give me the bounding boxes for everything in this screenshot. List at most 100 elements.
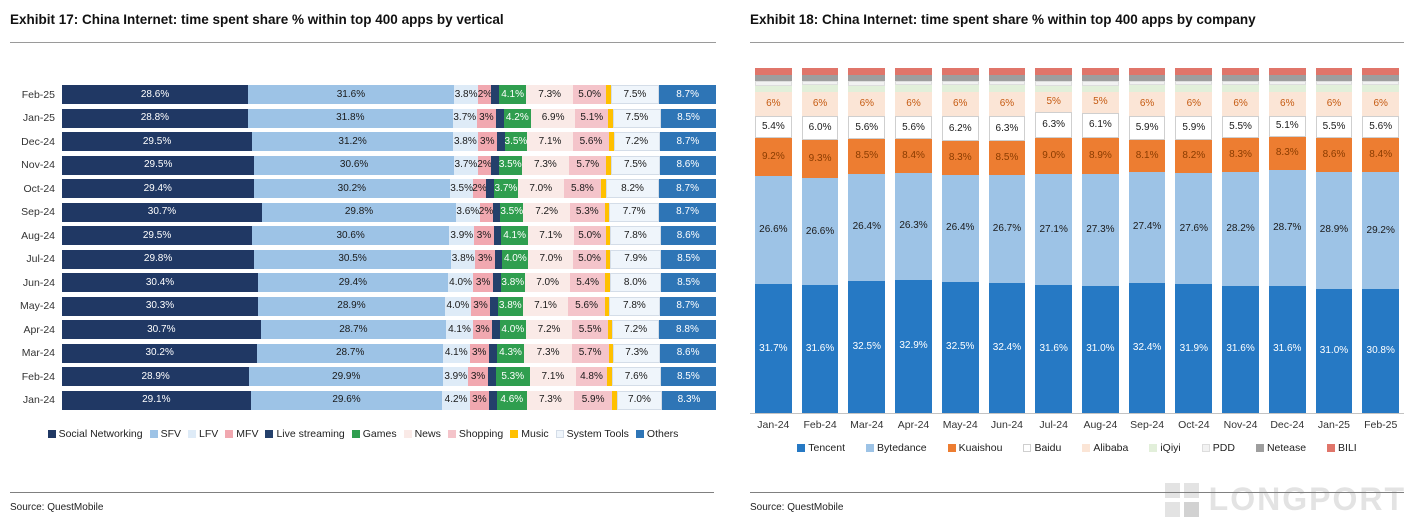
column-segment-tencent: 31.9% — [1175, 284, 1213, 413]
bar-segment-sfv: 28.7% — [257, 343, 443, 363]
column-slot: 30.8% 29.2% 8.4% 5.6% 6% — [1357, 68, 1404, 413]
column-segment-iqiyi — [895, 85, 932, 92]
stacked-column: 31.6% 28.2% 8.3% 5.5% 6% — [1222, 68, 1259, 413]
column-segment-kuaishou: 8.5% — [988, 141, 1026, 176]
bar-segment-others: 8.7% — [659, 85, 716, 105]
column-segment-tencent: 32.5% — [848, 280, 886, 413]
bar-row: Dec-24 29.5% 31.2% 3.8% 3% 3.5% 7.1% 5.6% 7.2% 8.… — [10, 130, 716, 154]
legend-label: Music — [521, 428, 549, 440]
column-segment-netease — [895, 74, 932, 82]
bar-segment-music — [604, 296, 610, 316]
bar-segment-news: 7.1% — [527, 132, 573, 152]
exhibit-18-panel: Exhibit 18: China Internet: time spent s… — [722, 0, 1414, 526]
bar-segment-live-streaming — [489, 390, 497, 410]
bar-segment-shopping: 5.0% — [573, 226, 606, 246]
column-segment-bili — [755, 68, 792, 75]
legend-swatch — [1201, 444, 1210, 452]
column-segment-tencent: 31.6% — [1035, 284, 1073, 413]
bar-segment-music — [608, 343, 614, 363]
bar-segment-games: 3.5% — [500, 202, 524, 222]
bar-segment-shopping: 5.9% — [574, 390, 613, 410]
legend-item-shopping: Shopping — [447, 428, 503, 440]
column-segment-kuaishou: 8.3% — [1268, 136, 1306, 170]
bar-segment-social-networking: 29.5% — [62, 226, 253, 246]
bar-row: Feb-25 28.6% 31.6% 3.8% 2% 4.1% 7.3% 5.0% 7.5% 8.… — [10, 83, 716, 107]
column-segment-bili — [1128, 68, 1166, 75]
bar-segment-games: 4.6% — [496, 390, 527, 410]
category-label: Dec-24 — [21, 135, 55, 148]
column-segment-iqiyi — [1362, 85, 1400, 92]
legend-item-pdd: PDD — [1201, 442, 1235, 454]
column-segment-tencent: 31.6% — [801, 285, 839, 413]
bar-segment-mfv: 3% — [472, 320, 493, 340]
legend-swatch — [225, 430, 234, 438]
column-segment-iqiyi — [1035, 85, 1073, 93]
month-label: Jan-24 — [757, 419, 790, 431]
bar-segment-mfv: 2% — [477, 155, 492, 175]
bar-segment-mfv: 3% — [469, 343, 489, 363]
bar-segment-music — [605, 273, 610, 293]
bar-segment-mfv: 2% — [472, 179, 487, 199]
bar-row: Jun-24 30.4% 29.4% 4.0% 3% 3.8% 7.0% 5.4% 8.0% 8.… — [10, 271, 716, 295]
category-label: Jun-24 — [22, 276, 55, 289]
column-segment-kuaishou: 8.4% — [895, 138, 932, 174]
column-segment-pdd — [941, 81, 979, 86]
column-segment-alibaba: 6% — [1315, 91, 1353, 116]
column-segment-iqiyi — [801, 85, 839, 92]
legend-swatch — [1082, 444, 1091, 452]
column-segment-tencent: 31.6% — [1222, 285, 1259, 413]
category-label: Feb-24 — [21, 370, 55, 383]
bar-segment-others: 8.8% — [658, 320, 716, 340]
stacked-bar: 28.9% 29.9% 3.9% 3% 5.3% 7.1% 4.8% 7.6% 8.5% — [62, 367, 716, 387]
bar-segment-news: 7.3% — [525, 85, 574, 105]
column-segment-iqiyi — [1082, 85, 1119, 93]
column-slot: 31.0% 28.9% 8.6% 5.5% 6% — [1311, 68, 1358, 413]
bar-segment-others: 8.5% — [661, 273, 716, 293]
column-segment-baidu: 6.2% — [941, 116, 979, 142]
column-segment-bytedance: 26.3% — [895, 173, 932, 280]
column-slot: 32.9% 26.3% 8.4% 5.6% 6% — [890, 68, 937, 413]
bar-segment-lfv: 4.2% — [442, 390, 470, 410]
bar-segment-social-networking: 29.4% — [62, 179, 254, 199]
column-segment-bytedance: 26.6% — [801, 177, 839, 286]
bar-segment-live-streaming — [492, 202, 501, 222]
column-segment-baidu: 5.5% — [1315, 115, 1353, 138]
column-segment-pdd — [848, 81, 886, 86]
column-segment-kuaishou: 8.4% — [1362, 138, 1400, 173]
bar-segment-mfv: 3% — [475, 249, 495, 269]
bar-segment-music — [604, 202, 610, 222]
bar-segment-lfv: 3.7% — [452, 108, 477, 128]
bar-segment-shopping: 5.7% — [571, 343, 609, 363]
stacked-column: 32.5% 26.4% 8.5% 5.6% 6% — [848, 68, 886, 413]
legend-item-games: Games — [351, 428, 397, 440]
bar-segment-live-streaming — [492, 273, 501, 293]
column-segment-bytedance: 29.2% — [1362, 172, 1400, 290]
bar-segment-news: 7.3% — [524, 343, 572, 363]
legend-label: Live streaming — [276, 428, 345, 440]
bar-segment-others: 8.5% — [660, 367, 716, 387]
column-slot: 31.6% 26.6% 9.3% 6.0% 6% — [797, 68, 844, 413]
column-segment-baidu: 5.5% — [1222, 116, 1259, 139]
bar-segment-live-streaming — [494, 249, 503, 269]
bar-segment-lfv: 3.9% — [449, 226, 475, 246]
column-segment-netease — [1035, 74, 1073, 82]
month-label: Apr-24 — [897, 419, 930, 431]
bar-segment-music — [605, 226, 611, 246]
bar-segment-live-streaming — [490, 296, 498, 316]
legend-label: Bytedance — [877, 442, 927, 454]
column-segment-tencent: 30.8% — [1362, 289, 1400, 413]
legend-label: Social Networking — [58, 428, 143, 440]
legend-label: Netease — [1266, 442, 1307, 454]
column-segment-baidu: 5.4% — [755, 116, 792, 139]
column-slot: 32.5% 26.4% 8.5% 5.6% 6% — [843, 68, 890, 413]
column-segment-netease — [1082, 75, 1119, 82]
bar-segment-music — [605, 249, 611, 269]
column-segment-kuaishou: 8.6% — [1315, 137, 1353, 173]
bar-segment-social-networking: 29.1% — [62, 390, 251, 410]
bar-segment-shopping: 5.1% — [575, 108, 609, 128]
column-segment-tencent: 32.4% — [988, 282, 1026, 413]
column-segment-iqiyi — [1268, 85, 1306, 92]
category-label: Mar-24 — [21, 347, 55, 360]
column-segment-alibaba: 6% — [895, 91, 932, 117]
bar-segment-games: 4.0% — [502, 249, 529, 269]
